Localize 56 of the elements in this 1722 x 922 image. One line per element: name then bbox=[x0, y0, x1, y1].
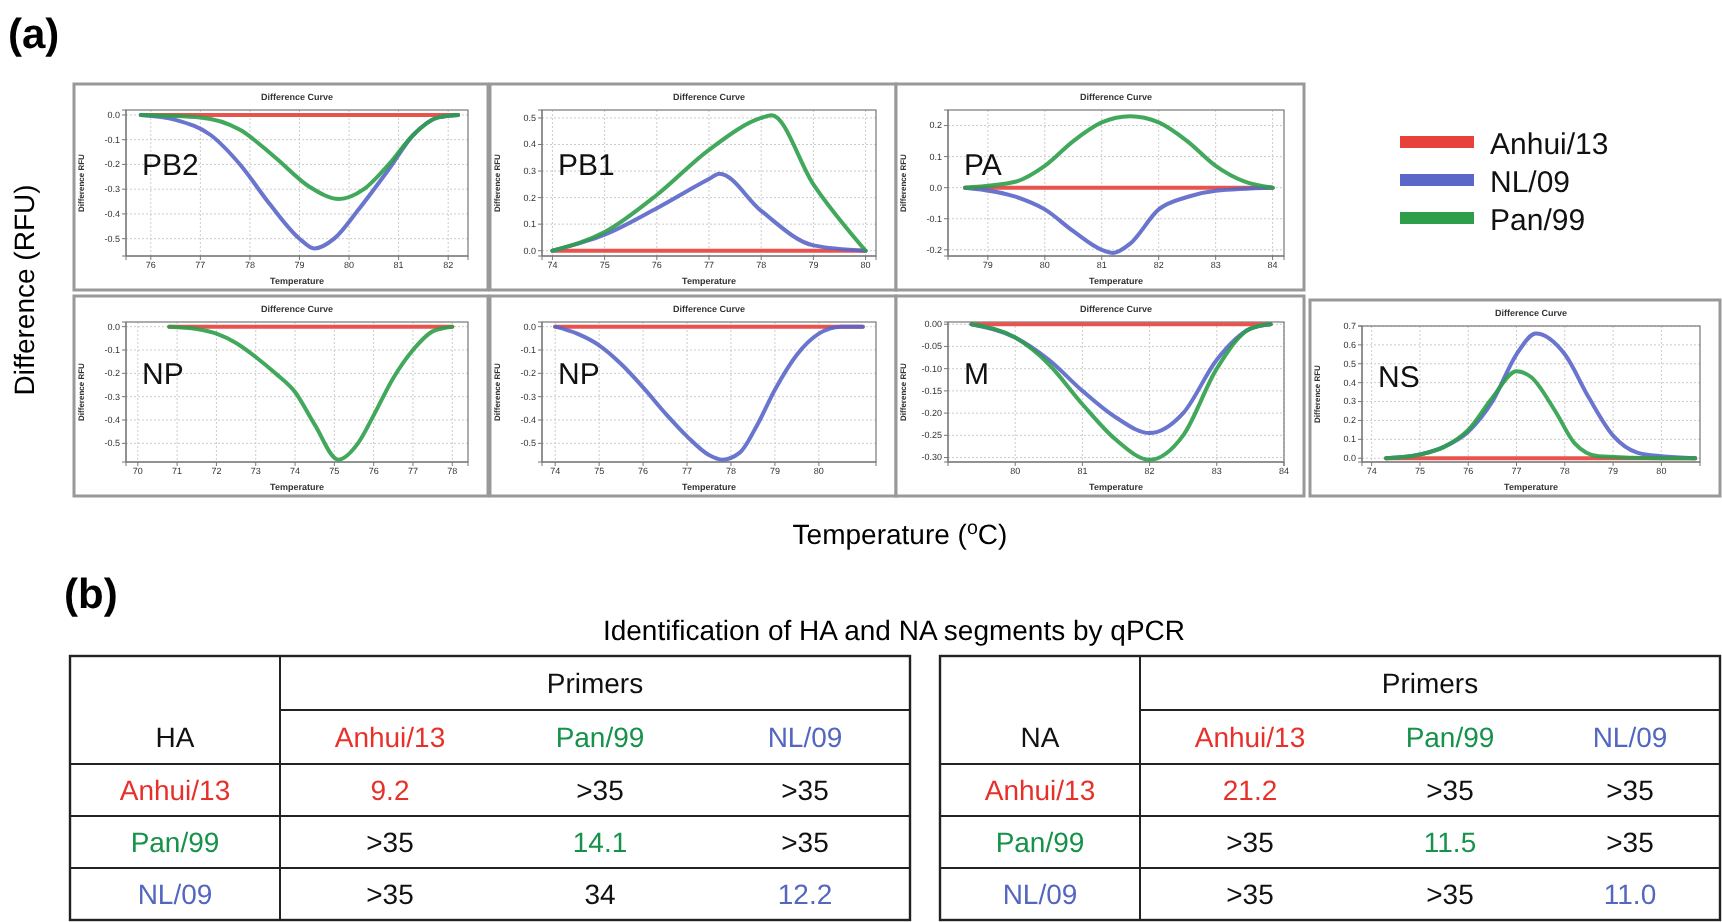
line-series bbox=[969, 322, 1273, 462]
text: 34 bbox=[584, 878, 616, 910]
text: Difference (RFU) bbox=[8, 184, 40, 396]
line-series bbox=[553, 324, 865, 462]
text: >35 bbox=[1606, 774, 1655, 806]
text: Pan/99 bbox=[995, 826, 1085, 858]
legend-label: NL/09 bbox=[1490, 166, 1571, 200]
annotation: PB1 bbox=[558, 148, 615, 183]
legend-label: Pan/99 bbox=[1490, 204, 1586, 238]
text: Pan/99 bbox=[130, 826, 220, 858]
text: Primers bbox=[546, 667, 644, 699]
text: Anhui/13 bbox=[334, 721, 446, 753]
text: NL/09 bbox=[1592, 721, 1668, 753]
text: >35 bbox=[1226, 826, 1275, 858]
text: >35 bbox=[366, 826, 415, 858]
text: >35 bbox=[781, 826, 830, 858]
text: 11.5 bbox=[1423, 826, 1477, 858]
text: 12.2 bbox=[777, 878, 833, 910]
text: >35 bbox=[1606, 826, 1655, 858]
text: Anhui/13 bbox=[984, 774, 1096, 806]
text: NL/09 bbox=[767, 721, 843, 753]
text: 9.2 bbox=[370, 774, 410, 806]
text: NA bbox=[1020, 721, 1061, 753]
legend-label: Anhui/13 bbox=[1490, 128, 1609, 162]
text: 21.2 bbox=[1222, 774, 1278, 806]
text: >35 bbox=[1426, 774, 1475, 806]
annotation: NS bbox=[1378, 360, 1420, 395]
text: >35 bbox=[1426, 878, 1475, 910]
text: >35 bbox=[1226, 878, 1275, 910]
line-series bbox=[550, 113, 868, 253]
text: 14.1 bbox=[572, 826, 628, 858]
line-series bbox=[963, 114, 1275, 190]
line-series bbox=[138, 112, 461, 202]
text: Anhui/13 bbox=[119, 774, 231, 806]
text: (a) bbox=[8, 12, 60, 58]
text: (b) bbox=[64, 572, 118, 618]
text: Temperature ($^{o}$C) bbox=[792, 517, 1008, 550]
annotation: NP bbox=[558, 358, 600, 393]
text: >35 bbox=[781, 774, 830, 806]
text: Pan/99 bbox=[1405, 721, 1495, 753]
text: Primers bbox=[1381, 667, 1479, 699]
annotation: NP bbox=[142, 358, 184, 393]
text: >35 bbox=[366, 878, 415, 910]
text: Identification of HA and NA segments by qPCR bbox=[602, 614, 1186, 646]
text: NL/09 bbox=[1002, 878, 1078, 910]
text: HA bbox=[155, 721, 196, 753]
annotation: PA bbox=[964, 148, 1002, 183]
text: 11.0 bbox=[1603, 878, 1657, 910]
text: Pan/99 bbox=[555, 721, 645, 753]
text: Anhui/13 bbox=[1194, 721, 1306, 753]
annotation: PB2 bbox=[142, 148, 199, 183]
annotation: M bbox=[964, 358, 989, 393]
line-series bbox=[1384, 369, 1698, 461]
line-series bbox=[963, 185, 1275, 255]
text: >35 bbox=[576, 774, 625, 806]
text: NL/09 bbox=[137, 878, 213, 910]
